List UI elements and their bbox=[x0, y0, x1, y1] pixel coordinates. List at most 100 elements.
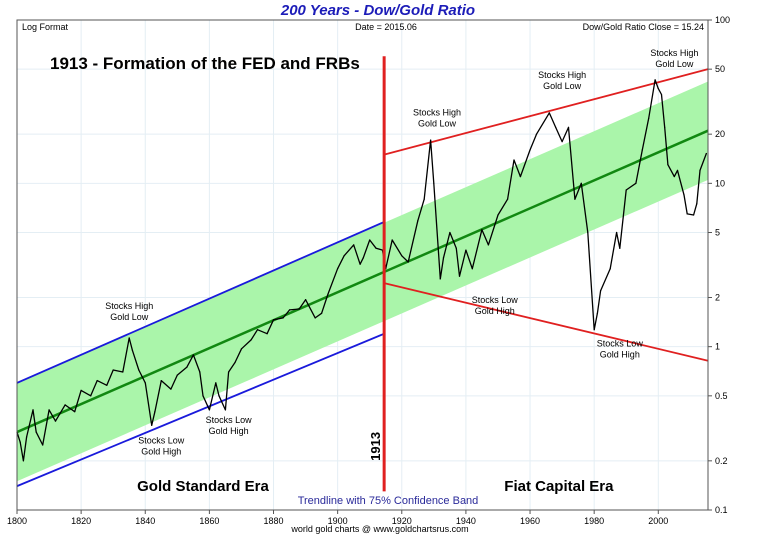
data-point bbox=[430, 139, 432, 141]
data-point bbox=[599, 290, 602, 292]
data-point bbox=[304, 299, 307, 301]
data-point bbox=[519, 175, 522, 178]
header-center: Date = 2015.06 bbox=[355, 22, 417, 32]
data-point bbox=[580, 182, 582, 184]
data-point bbox=[369, 239, 371, 241]
annotation-text: Stocks Low bbox=[138, 436, 185, 446]
annotation-text: Stocks High bbox=[650, 48, 698, 58]
data-point bbox=[208, 409, 210, 411]
data-point bbox=[337, 268, 339, 270]
data-point bbox=[686, 213, 688, 215]
data-point bbox=[648, 117, 650, 119]
annotation-text: Gold High bbox=[475, 306, 515, 316]
annotation-text: Stocks High bbox=[413, 108, 461, 118]
annotation-text: Gold High bbox=[209, 426, 249, 436]
data-point bbox=[660, 93, 663, 96]
data-point bbox=[593, 329, 595, 331]
x-tick-label: 1840 bbox=[135, 516, 155, 526]
x-tick-label: 1920 bbox=[392, 516, 412, 526]
data-point bbox=[574, 198, 576, 200]
data-point bbox=[112, 369, 114, 371]
channel-line-fiat-lower bbox=[383, 282, 709, 362]
data-point bbox=[224, 409, 227, 411]
data-point bbox=[657, 88, 659, 90]
data-point bbox=[176, 374, 178, 376]
data-point bbox=[266, 333, 268, 335]
annotation-text: Stocks Low bbox=[597, 339, 644, 349]
data-point bbox=[250, 339, 252, 341]
header-left: Log Format bbox=[22, 22, 69, 32]
data-point bbox=[343, 255, 345, 257]
annotation-text: Stocks Low bbox=[472, 295, 519, 305]
data-point bbox=[234, 361, 236, 364]
x-tick-label: 1800 bbox=[7, 516, 27, 526]
data-point bbox=[199, 371, 201, 373]
plot-frame bbox=[16, 19, 709, 511]
x-tick-label: 1820 bbox=[71, 516, 91, 526]
annotation-text: Gold High bbox=[141, 447, 181, 457]
data-point bbox=[151, 424, 153, 426]
footer-caption: Trendline with 75% Confidence Band bbox=[298, 495, 479, 507]
vertical-marker: 1913 bbox=[368, 56, 386, 492]
data-point bbox=[32, 409, 34, 411]
data-point bbox=[417, 220, 419, 222]
data-point bbox=[458, 275, 461, 277]
data-point bbox=[705, 152, 707, 155]
channel-lines bbox=[16, 68, 709, 487]
data-point bbox=[664, 126, 666, 129]
data-point bbox=[676, 169, 679, 172]
credit: world gold charts @ www.goldchartsrus.co… bbox=[290, 524, 468, 534]
x-tick-label: 1960 bbox=[520, 516, 540, 526]
vertical-1913-label: 1913 bbox=[368, 432, 383, 461]
data-point bbox=[48, 409, 50, 411]
data-point bbox=[138, 369, 140, 371]
annotation-text: Stocks High bbox=[105, 301, 153, 311]
data-point bbox=[314, 317, 316, 319]
data-point bbox=[487, 244, 489, 246]
annotation-text: Gold High bbox=[600, 350, 640, 360]
data-point bbox=[131, 349, 134, 351]
data-point bbox=[170, 388, 172, 390]
data-point bbox=[609, 268, 611, 270]
annotation-text: Gold Low bbox=[418, 119, 457, 129]
data-point bbox=[215, 382, 217, 384]
data-point bbox=[96, 379, 98, 382]
y-tick-label: 50 bbox=[715, 64, 725, 74]
data-point bbox=[74, 411, 76, 413]
y-tick-label: 10 bbox=[715, 178, 725, 188]
data-point bbox=[667, 164, 669, 166]
data-point bbox=[288, 309, 291, 311]
data-point bbox=[160, 379, 162, 382]
data-point bbox=[442, 257, 445, 259]
data-point bbox=[401, 255, 403, 257]
data-point bbox=[625, 189, 627, 191]
series-layer bbox=[16, 79, 708, 462]
headline: 1913 - Formation of the FED and FRBs bbox=[50, 54, 360, 73]
data-point bbox=[26, 436, 28, 438]
data-point bbox=[80, 389, 82, 391]
data-point bbox=[240, 348, 243, 350]
data-point bbox=[481, 229, 483, 231]
x-tick-label: 1900 bbox=[328, 516, 348, 526]
data-point bbox=[497, 214, 499, 216]
data-point bbox=[696, 203, 698, 205]
data-point bbox=[202, 395, 204, 397]
y-tick-label: 2 bbox=[715, 292, 720, 302]
data-point bbox=[106, 384, 108, 386]
data-point bbox=[616, 231, 618, 234]
y-tick-label: 0.5 bbox=[715, 391, 728, 401]
annotation-text: Gold Low bbox=[110, 312, 149, 322]
data-point bbox=[359, 263, 361, 265]
data-point bbox=[19, 441, 21, 443]
data-point bbox=[683, 194, 685, 196]
data-point bbox=[567, 126, 570, 129]
data-point bbox=[455, 247, 457, 249]
data-point bbox=[144, 382, 146, 384]
data-point bbox=[548, 112, 550, 114]
annotation-text: Stocks Low bbox=[206, 415, 253, 425]
data-point bbox=[433, 182, 435, 184]
data-point bbox=[353, 244, 355, 246]
data-point bbox=[449, 231, 451, 234]
data-point bbox=[154, 411, 156, 413]
